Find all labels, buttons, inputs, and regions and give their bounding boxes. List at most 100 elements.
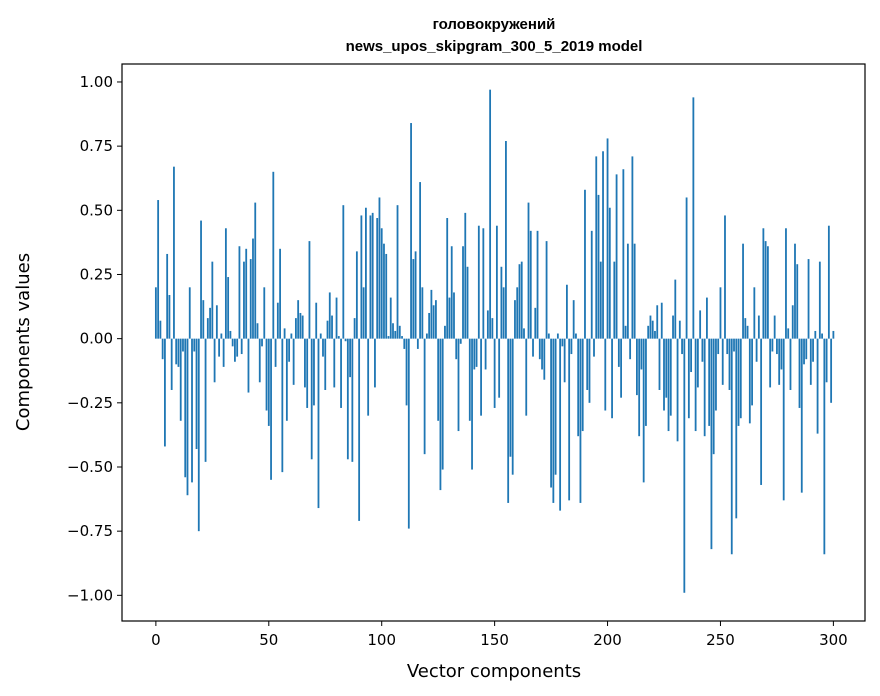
bar-49 <box>265 338 268 411</box>
bar-86 <box>349 338 351 378</box>
bar-245 <box>708 338 711 426</box>
bar-242 <box>701 338 704 362</box>
bar-116 <box>416 338 419 349</box>
bar-185 <box>572 300 575 339</box>
bar-181 <box>563 338 566 383</box>
bar-96 <box>371 212 374 339</box>
bar-287 <box>803 338 805 365</box>
bar-182 <box>565 284 568 339</box>
bar-139 <box>468 338 471 421</box>
bar-114 <box>412 259 415 339</box>
x-tick-label-100: 100 <box>367 631 396 649</box>
bar-33 <box>229 330 232 339</box>
bar-84 <box>344 338 347 342</box>
bar-19 <box>197 338 200 532</box>
bar-71 <box>315 302 318 339</box>
bar-52 <box>272 171 275 339</box>
bar-238 <box>692 97 695 339</box>
bar-128 <box>444 325 446 339</box>
bar-113 <box>410 123 412 339</box>
bar-291 <box>812 338 814 362</box>
bar-15 <box>188 287 191 339</box>
bar-159 <box>514 300 516 339</box>
x-tick-label-300: 300 <box>819 631 848 649</box>
y-tick-label-3: 0.25 <box>80 265 113 283</box>
bar-32 <box>227 277 230 339</box>
bar-299 <box>830 338 833 403</box>
bar-171 <box>541 338 543 370</box>
x-tick-label-200: 200 <box>593 631 622 649</box>
bar-13 <box>184 338 187 478</box>
bar-143 <box>477 225 480 339</box>
y-tick-label-4: 0.00 <box>80 330 113 348</box>
bar-25 <box>211 261 214 339</box>
y-tick-label-1: 0.75 <box>80 137 113 155</box>
bar-167 <box>532 338 534 357</box>
bar-118 <box>421 287 424 339</box>
bar-90 <box>358 338 361 521</box>
bar-206 <box>620 338 623 398</box>
bar-95 <box>369 215 372 339</box>
bar-69 <box>310 338 313 460</box>
bar-8 <box>173 166 175 339</box>
bar-50 <box>267 338 270 426</box>
bar-255 <box>730 338 733 555</box>
bar-37 <box>238 246 241 339</box>
bar-273 <box>771 338 774 352</box>
bar-155 <box>505 141 507 339</box>
bar-283 <box>794 243 796 339</box>
bar-57 <box>283 328 286 339</box>
bar-112 <box>407 338 410 529</box>
bar-259 <box>739 338 742 419</box>
bar-258 <box>737 338 740 426</box>
bar-281 <box>789 338 792 390</box>
bar-194 <box>593 338 595 357</box>
bar-244 <box>706 297 708 339</box>
bar-191 <box>586 338 589 390</box>
bar-136 <box>462 246 464 339</box>
bar-58 <box>285 338 288 421</box>
bar-23 <box>206 318 209 339</box>
bar-221 <box>654 330 656 339</box>
bar-224 <box>660 302 663 339</box>
bar-126 <box>439 338 442 491</box>
bar-247 <box>712 338 715 455</box>
bar-124 <box>435 300 437 339</box>
bars-group <box>154 89 835 593</box>
bar-175 <box>550 338 552 488</box>
bar-70 <box>313 338 315 406</box>
bar-297 <box>825 338 828 383</box>
bar-262 <box>746 325 749 339</box>
bar-279 <box>785 228 787 339</box>
bar-65 <box>301 315 304 339</box>
bar-68 <box>308 241 311 339</box>
bar-94 <box>367 338 370 416</box>
bar-47 <box>261 338 263 347</box>
bar-174 <box>547 333 550 339</box>
bar-53 <box>274 338 277 367</box>
bar-146 <box>484 338 487 370</box>
bar-27 <box>215 305 218 339</box>
bar-265 <box>753 287 756 339</box>
bar-180 <box>561 338 564 347</box>
bar-122 <box>430 289 433 339</box>
bar-133 <box>455 338 458 360</box>
bar-154 <box>502 287 505 339</box>
bar-276 <box>778 338 781 385</box>
bar-14 <box>186 338 189 496</box>
bar-110 <box>403 338 406 349</box>
bar-272 <box>769 338 772 388</box>
bar-158 <box>511 338 514 475</box>
bar-231 <box>676 338 679 442</box>
x-tick-label-0: 0 <box>151 631 161 649</box>
bar-148 <box>489 89 492 339</box>
bar-267 <box>757 315 760 339</box>
bar-144 <box>480 338 482 416</box>
bar-298 <box>827 225 830 339</box>
bar-188 <box>579 338 582 503</box>
bar-12 <box>182 338 184 352</box>
bar-1 <box>157 200 160 339</box>
bar-135 <box>459 338 462 344</box>
bar-184 <box>570 338 573 355</box>
bar-130 <box>448 297 451 339</box>
